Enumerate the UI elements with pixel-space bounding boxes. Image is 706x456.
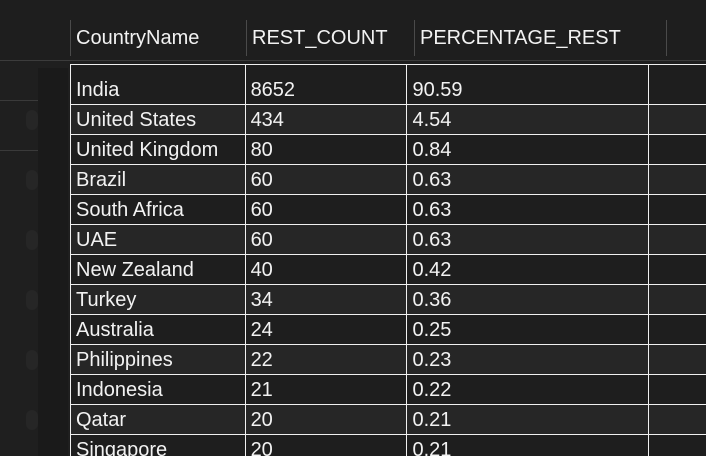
results-grid[interactable]: India 8652 90.59 United States 434 4.54 United… [70, 64, 706, 456]
table-row[interactable]: UAE 60 0.63 [70, 224, 706, 255]
column-header-percentage-rest[interactable]: PERCENTAGE_REST [420, 27, 621, 49]
percentage-rest-cell[interactable]: 4.54 [406, 104, 650, 135]
country-name-cell[interactable]: Turkey [70, 284, 246, 315]
column-header-countryname[interactable]: CountryName [76, 27, 200, 49]
header-separator [666, 20, 667, 56]
header-separator [414, 20, 415, 56]
rest-count-cell[interactable]: 60 [244, 194, 408, 225]
country-name-cell[interactable]: India [70, 64, 246, 105]
rest-count-cell[interactable]: 20 [244, 404, 408, 435]
rest-count-cell[interactable]: 80 [244, 134, 408, 165]
table-row[interactable]: Brazil 60 0.63 [70, 164, 706, 195]
gutter-divider [0, 150, 40, 151]
empty-cell [648, 194, 706, 225]
rest-count-cell[interactable]: 8652 [244, 64, 408, 105]
country-name-cell[interactable]: Singapore [70, 434, 246, 456]
empty-cell [648, 404, 706, 435]
rest-count-cell[interactable]: 22 [244, 344, 408, 375]
percentage-rest-cell[interactable]: 0.63 [406, 164, 650, 195]
table-row[interactable]: United Kingdom 80 0.84 [70, 134, 706, 165]
table-row[interactable]: Australia 24 0.25 [70, 314, 706, 345]
gutter-divider [0, 100, 40, 101]
table-row[interactable]: United States 434 4.54 [70, 104, 706, 135]
country-name-cell[interactable]: UAE [70, 224, 246, 255]
empty-cell [648, 224, 706, 255]
country-name-cell[interactable]: Qatar [70, 404, 246, 435]
percentage-rest-cell[interactable]: 0.22 [406, 374, 650, 405]
table-row[interactable]: South Africa 60 0.63 [70, 194, 706, 225]
empty-cell [648, 314, 706, 345]
percentage-rest-cell[interactable]: 0.63 [406, 224, 650, 255]
results-header: CountryName REST_COUNT PERCENTAGE_REST [0, 0, 706, 61]
country-name-cell[interactable]: New Zealand [70, 254, 246, 285]
header-separator [70, 20, 71, 56]
rest-count-cell[interactable]: 34 [244, 284, 408, 315]
country-name-cell[interactable]: Australia [70, 314, 246, 345]
gutter-control [26, 290, 38, 310]
percentage-rest-cell[interactable]: 0.23 [406, 344, 650, 375]
empty-cell [648, 164, 706, 195]
header-separator [246, 20, 247, 56]
country-name-cell[interactable]: South Africa [70, 194, 246, 225]
results-table: India 8652 90.59 United States 434 4.54 United… [70, 64, 706, 456]
country-name-cell[interactable]: United Kingdom [70, 134, 246, 165]
empty-cell [648, 374, 706, 405]
empty-cell [648, 284, 706, 315]
percentage-rest-cell[interactable]: 0.84 [406, 134, 650, 165]
table-row[interactable]: Turkey 34 0.36 [70, 284, 706, 315]
empty-cell [648, 434, 706, 456]
table-row[interactable]: New Zealand 40 0.42 [70, 254, 706, 285]
table-row[interactable]: Singapore 20 0.21 [70, 434, 706, 456]
gutter-control [26, 410, 38, 430]
country-name-cell[interactable]: United States [70, 104, 246, 135]
empty-cell [648, 64, 706, 105]
empty-cell [648, 104, 706, 135]
table-row[interactable]: Philippines 22 0.23 [70, 344, 706, 375]
gutter-control [26, 110, 38, 130]
percentage-rest-cell[interactable]: 0.21 [406, 434, 650, 456]
gutter-control [26, 350, 38, 370]
empty-cell [648, 344, 706, 375]
empty-cell [648, 254, 706, 285]
country-name-cell[interactable]: Brazil [70, 164, 246, 195]
rest-count-cell[interactable]: 21 [244, 374, 408, 405]
percentage-rest-cell[interactable]: 0.21 [406, 404, 650, 435]
gutter-control [26, 230, 38, 250]
rest-count-cell[interactable]: 60 [244, 224, 408, 255]
column-header-rest-count[interactable]: REST_COUNT [252, 27, 388, 49]
row-selector-strip [38, 68, 68, 456]
table-row[interactable]: India 8652 90.59 [70, 64, 706, 105]
percentage-rest-cell[interactable]: 0.25 [406, 314, 650, 345]
percentage-rest-cell[interactable]: 0.42 [406, 254, 650, 285]
rest-count-cell[interactable]: 434 [244, 104, 408, 135]
country-name-cell[interactable]: Indonesia [70, 374, 246, 405]
empty-cell [648, 134, 706, 165]
percentage-rest-cell[interactable]: 0.63 [406, 194, 650, 225]
rest-count-cell[interactable]: 60 [244, 164, 408, 195]
gutter-control [26, 170, 38, 190]
rest-count-cell[interactable]: 40 [244, 254, 408, 285]
percentage-rest-cell[interactable]: 0.36 [406, 284, 650, 315]
percentage-rest-cell[interactable]: 90.59 [406, 64, 650, 105]
table-row[interactable]: Qatar 20 0.21 [70, 404, 706, 435]
rest-count-cell[interactable]: 20 [244, 434, 408, 456]
row-gutter [0, 0, 70, 456]
table-row[interactable]: Indonesia 21 0.22 [70, 374, 706, 405]
rest-count-cell[interactable]: 24 [244, 314, 408, 345]
country-name-cell[interactable]: Philippines [70, 344, 246, 375]
